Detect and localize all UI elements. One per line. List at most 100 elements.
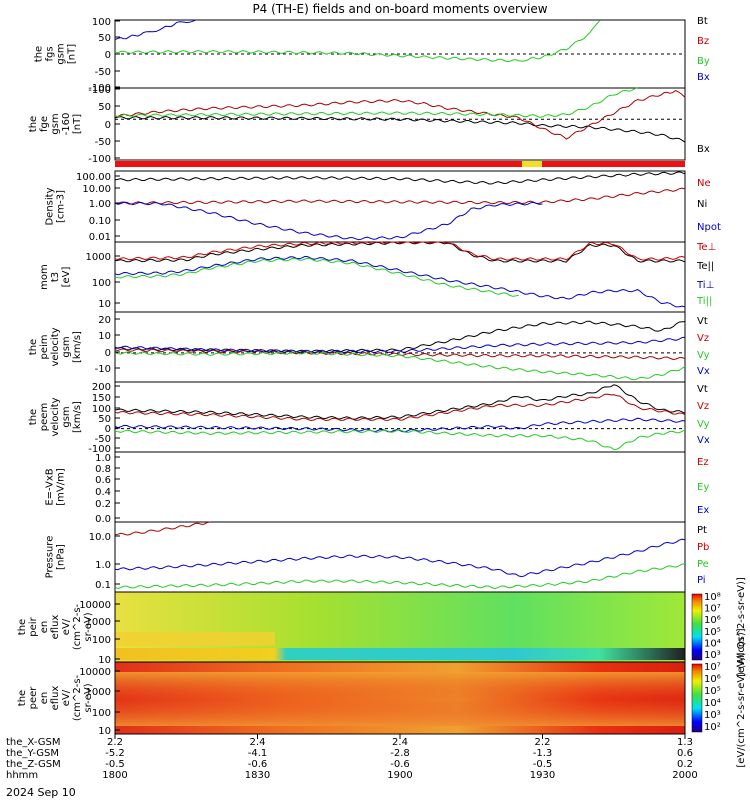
spectrogram-low-energy-band bbox=[115, 648, 685, 660]
colorbar-tick-label: 10³ bbox=[704, 710, 721, 721]
y-tick-label: 50 bbox=[98, 33, 111, 44]
y-tick-label: -50 bbox=[95, 67, 111, 78]
legend-entry: Vt bbox=[697, 316, 708, 327]
date-label: 2024 Sep 10 bbox=[6, 786, 76, 799]
y-axis-label: t3 bbox=[50, 272, 61, 282]
series-line-3 bbox=[114, 417, 686, 433]
series-line-1 bbox=[114, 19, 196, 41]
y-tick-label: 1.00 bbox=[89, 199, 111, 210]
time-axis-value: -5.2 bbox=[105, 748, 125, 759]
y-axis-label: Density bbox=[45, 187, 56, 225]
y-axis-label: gsm bbox=[61, 336, 72, 357]
y-axis-label: Pressure bbox=[45, 536, 56, 579]
time-axis-value: 2.2 bbox=[107, 737, 123, 748]
legend-entry: Vx bbox=[697, 435, 710, 446]
time-axis-value: -0.6 bbox=[248, 759, 268, 770]
legend-entry: Vy bbox=[697, 350, 710, 361]
y-axis-label: sr-eV) bbox=[83, 683, 94, 712]
legend-entry: Ti|| bbox=[696, 296, 712, 307]
legend-entry: Bt bbox=[697, 16, 708, 27]
series-line-3 bbox=[114, 336, 686, 354]
y-tick-label: 0 bbox=[105, 120, 111, 131]
colorbar-tick-label: 10⁴ bbox=[704, 638, 721, 649]
y-tick-label: 0.8 bbox=[95, 464, 111, 475]
colorbar-tick-label: 10⁷ bbox=[704, 604, 721, 615]
y-tick-label: 0.01 bbox=[89, 232, 111, 243]
colorbar-label: [eV/(cm^2-s-sr-eV) (All Qs)] bbox=[736, 628, 747, 767]
y-axis-label: the bbox=[17, 619, 28, 635]
y-axis-label: E=-VxB bbox=[45, 468, 56, 505]
legend-entry: Te|| bbox=[696, 261, 714, 272]
colorbar-tick-label: 10⁸ bbox=[704, 592, 721, 603]
legend-entry: Pe bbox=[697, 559, 709, 570]
panel-8: 10.0 1.0 0.1 Pressure [nPa] Pt Pb Pe Pi bbox=[45, 521, 709, 593]
legend-entry: Bz bbox=[697, 36, 709, 47]
y-tick-label: -50 bbox=[95, 137, 111, 148]
panel-1: 100 50 0 -50 -100 the fgs gsm [nT] Bt Bz By Bx bbox=[34, 16, 710, 94]
y-tick-label: -10 bbox=[95, 364, 111, 375]
y-axis-label: mom bbox=[39, 264, 50, 290]
y-tick-label: -100 bbox=[88, 85, 111, 96]
y-axis-label: [nT] bbox=[67, 44, 78, 64]
figure-title: P4 (TH-E) fields and on-board moments ov… bbox=[252, 2, 547, 16]
series-line-1 bbox=[114, 320, 685, 353]
quality-flag-bar bbox=[115, 161, 685, 167]
y-tick-label: 50 bbox=[98, 414, 111, 425]
y-axis-label: -160 bbox=[61, 113, 72, 136]
y-axis-label: gsm bbox=[50, 113, 61, 134]
y-axis-label: eV/ bbox=[61, 689, 72, 706]
legend-entry: Ni bbox=[697, 199, 707, 210]
legend-entry: Pi bbox=[697, 575, 706, 586]
colorbar-tick-label: 10⁴ bbox=[704, 698, 721, 709]
y-axis-label: sr-eV) bbox=[83, 612, 94, 641]
panel-frame bbox=[114, 170, 686, 243]
y-axis-label: fgs bbox=[45, 46, 56, 61]
y-tick-label: 150 bbox=[92, 393, 111, 404]
colorbar-label: [eV/(cm^2-s-sr-eV)] bbox=[736, 577, 747, 677]
time-axis-value: 1830 bbox=[245, 770, 270, 781]
time-axis-value: -1.3 bbox=[533, 748, 553, 759]
panel-frame bbox=[114, 311, 686, 383]
y-axis-label: the bbox=[17, 690, 28, 706]
time-axis-value: -4.1 bbox=[248, 748, 268, 759]
panel-2: -100 50 0 -50 -100 the fge gsm -160 [nT] Bx bbox=[28, 85, 710, 165]
y-tick-label: 0 bbox=[105, 50, 111, 61]
time-axis-value: 1900 bbox=[387, 770, 412, 781]
series-line-1 bbox=[114, 241, 686, 263]
time-axis-value: 0.6 bbox=[677, 748, 693, 759]
series-line-3 bbox=[114, 563, 686, 590]
legend-entry: Bx bbox=[697, 72, 710, 83]
series-line-3 bbox=[114, 255, 686, 308]
legend-entry: Ey bbox=[697, 482, 709, 493]
y-axis-label: the bbox=[34, 46, 45, 62]
y-axis-label: en bbox=[39, 621, 50, 634]
time-axis: the_X-GSMthe_Y-GSMthe_Z-GSMhhmm2.2-5.2-0… bbox=[6, 734, 698, 781]
y-tick-label: -100 bbox=[88, 444, 111, 455]
colorbar-tick-label: 10⁶ bbox=[704, 615, 721, 626]
y-axis-label: velocity bbox=[50, 397, 61, 436]
legend-entry: Ez bbox=[697, 457, 709, 468]
y-axis-label: peem bbox=[39, 403, 50, 431]
time-axis-value: 2.4 bbox=[250, 737, 266, 748]
y-axis-label: peir bbox=[28, 616, 39, 636]
legend-entry: Te⊥ bbox=[696, 242, 716, 253]
legend-entry: Pb bbox=[697, 542, 709, 553]
y-tick-label: 1000 bbox=[86, 252, 111, 263]
series-line-4 bbox=[114, 257, 519, 297]
colorbar-tick-label: 10³ bbox=[704, 650, 721, 661]
time-axis-row-label: the_X-GSM bbox=[6, 737, 60, 748]
y-axis-label: peer bbox=[28, 686, 39, 710]
y-axis-label: [nT] bbox=[72, 114, 83, 134]
y-axis-label: fge bbox=[39, 116, 50, 132]
time-axis-value: 1.3 bbox=[677, 737, 693, 748]
y-axis-label: velocity bbox=[50, 327, 61, 366]
colorbar-tick-label: 10⁵ bbox=[704, 686, 721, 697]
series-line-2 bbox=[114, 241, 686, 261]
colorbar-tick-label: 10⁵ bbox=[704, 627, 721, 638]
y-axis-label: [cm-3] bbox=[56, 190, 67, 223]
panel-frame bbox=[114, 381, 686, 453]
